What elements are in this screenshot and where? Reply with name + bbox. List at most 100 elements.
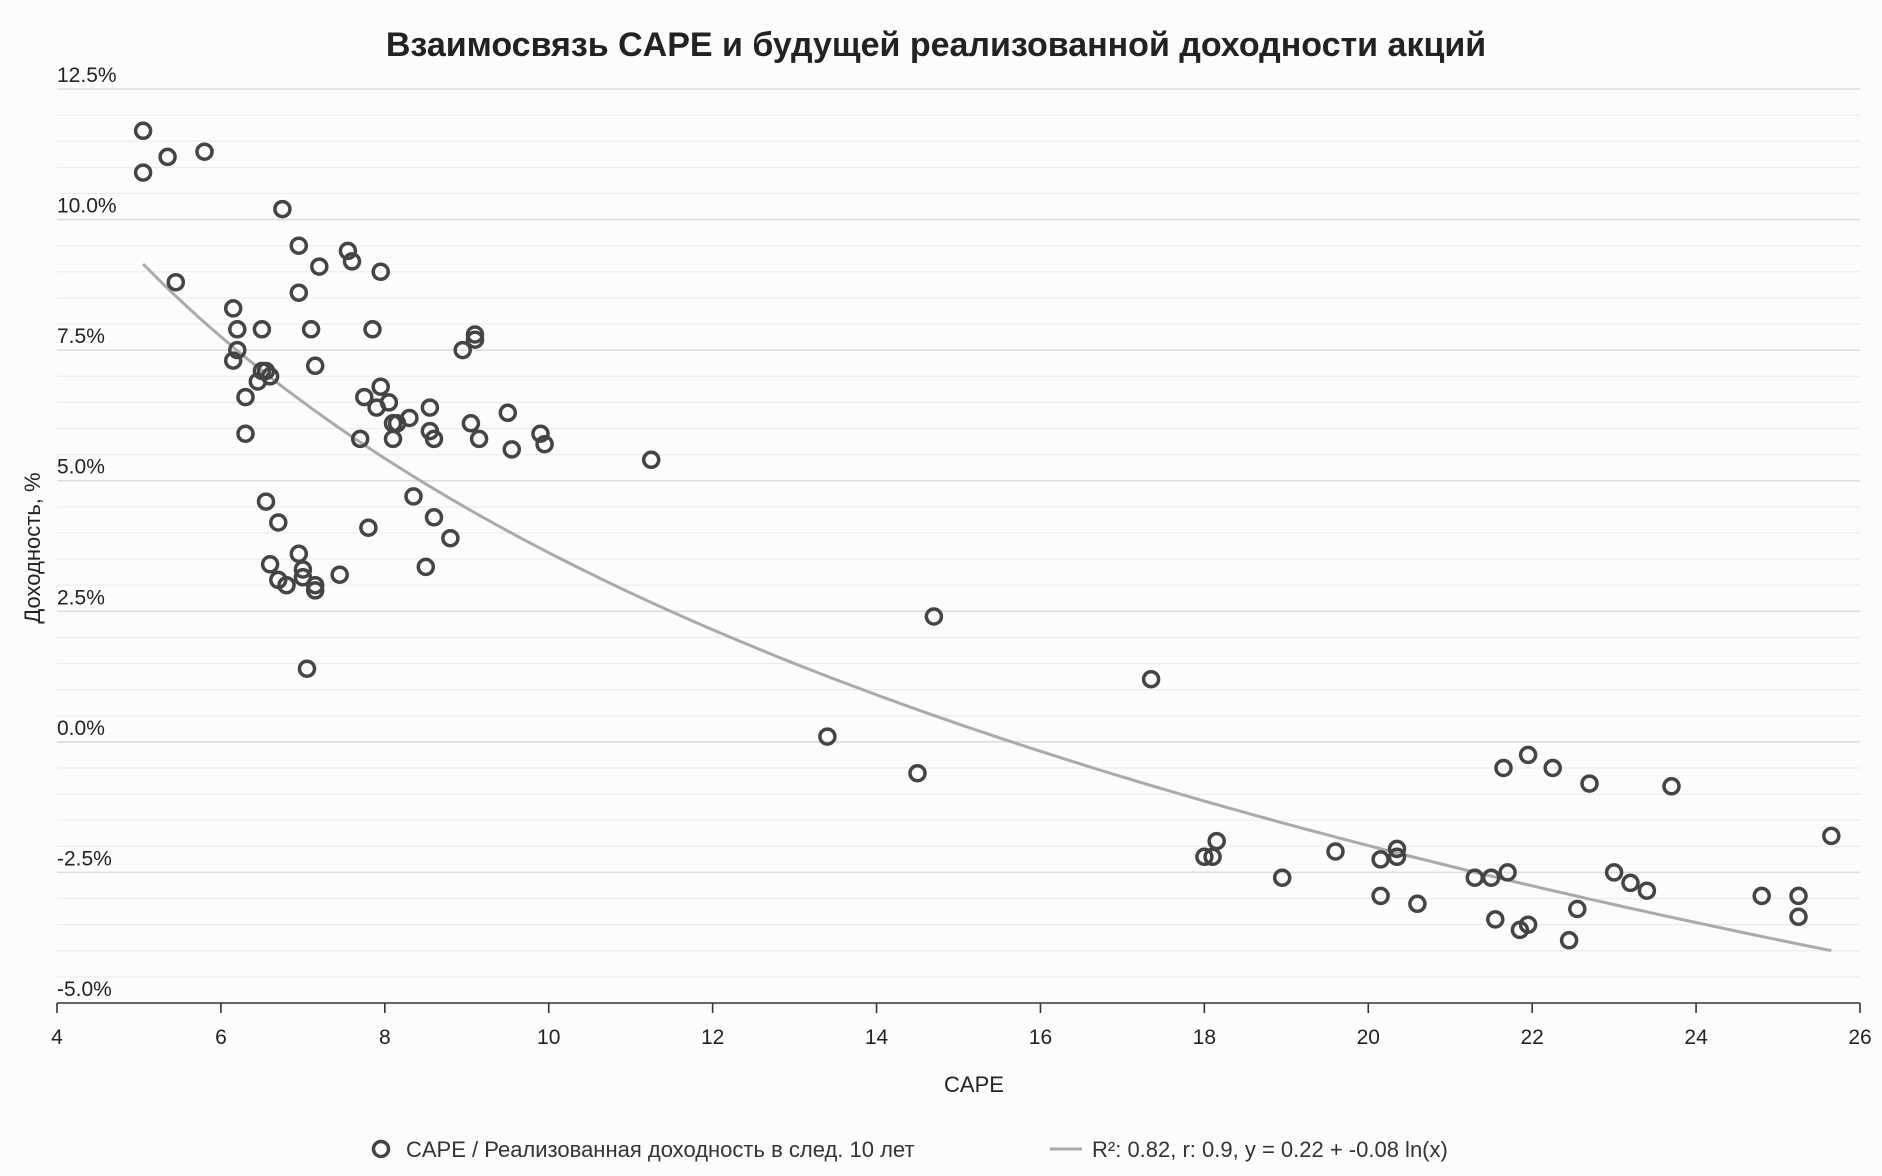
data-point (424, 508, 444, 527)
data-point (1518, 915, 1538, 934)
data-point (1494, 758, 1513, 778)
data-point (1621, 873, 1640, 893)
legend-marker-points (371, 1139, 391, 1159)
y-tick-label: 10.0% (57, 195, 117, 218)
x-tick-label: 12 (701, 1026, 724, 1049)
data-point (379, 393, 399, 412)
data-point (1604, 863, 1624, 882)
data-point (1498, 863, 1517, 882)
data-point (228, 320, 247, 339)
y-tick-label: -2.5% (57, 847, 112, 870)
data-point (1371, 850, 1390, 869)
data-point (1637, 881, 1657, 900)
data-point (1387, 847, 1407, 867)
data-point (1822, 826, 1841, 846)
data-point (1272, 868, 1292, 887)
data-point (256, 492, 276, 511)
data-point (1543, 758, 1562, 778)
data-point (371, 377, 390, 396)
data-point (301, 320, 321, 339)
x-tick-label: 4 (51, 1026, 63, 1049)
data-point (502, 440, 522, 459)
data-point (1326, 842, 1345, 861)
data-point (1141, 669, 1161, 689)
trend-line-group (142, 262, 1832, 953)
data-point (236, 424, 255, 443)
data-point (1752, 886, 1771, 906)
chart-title: Взаимосвязь CAPE и будущей реализованной… (386, 26, 1486, 64)
y-tick-label: 7.5% (57, 325, 105, 348)
data-point (293, 560, 313, 579)
data-point (461, 414, 481, 433)
data-point (1371, 886, 1390, 906)
y-tick-label: 0.0% (57, 717, 105, 740)
data-point (1789, 886, 1808, 906)
y-tick-label: 5.0% (57, 456, 105, 479)
data-point (305, 356, 325, 376)
data-point (1580, 774, 1599, 793)
data-point (404, 487, 423, 506)
x-tick-label: 20 (1357, 1026, 1380, 1049)
data-point (1662, 777, 1681, 796)
data-point (252, 320, 272, 339)
data-point (195, 142, 214, 161)
data-point (310, 257, 329, 276)
data-point (531, 424, 550, 443)
data-point (289, 236, 309, 255)
legend-label-trend: R²: 0.82, r: 0.9, y = 0.22 + -0.08 ln(x) (1092, 1137, 1448, 1162)
y-tick-label: 12.5% (57, 64, 117, 87)
data-point (924, 607, 944, 626)
data-point (1568, 899, 1587, 919)
data-point (277, 575, 296, 595)
data-point (330, 565, 349, 584)
x-tick-label: 22 (1521, 1026, 1544, 1049)
grid-lines (57, 88, 1860, 978)
data-point (355, 387, 374, 407)
data-point (465, 325, 485, 344)
data-point (416, 557, 436, 577)
y-tick-label: -5.0% (57, 978, 112, 1001)
y-axis-label: Доходность, % (20, 472, 45, 623)
data-point (260, 367, 280, 386)
data-point (223, 351, 243, 370)
x-tick-label: 14 (865, 1026, 889, 1049)
data-point (158, 147, 177, 167)
x-tick-label: 26 (1848, 1026, 1871, 1049)
y-axis-ticks: 12.5% 10.0% 7.5% 5.0% 2.5% 0.0% -2.5% -5.0% (57, 64, 117, 1001)
data-point (1207, 831, 1226, 851)
data-point (371, 262, 390, 282)
data-point (1387, 839, 1407, 859)
data-point (133, 121, 153, 141)
data-point (1559, 931, 1579, 950)
data-point (342, 252, 362, 271)
trend-line (142, 262, 1832, 953)
data-point (273, 199, 292, 219)
data-point (289, 283, 309, 302)
data-point (1789, 907, 1808, 927)
data-point (1518, 745, 1538, 765)
data-point (297, 659, 317, 678)
x-tick-label: 10 (537, 1026, 560, 1049)
legend: CAPE / Реализованная доходность в след. … (371, 1137, 1448, 1162)
x-axis: 4 6 8 10 12 14 16 18 20 22 24 26 (51, 1002, 1872, 1049)
data-point (469, 429, 489, 449)
data-point (338, 241, 358, 261)
data-point (441, 528, 460, 548)
y-tick-label: 2.5% (57, 586, 105, 609)
x-tick-label: 24 (1684, 1026, 1708, 1049)
data-point (166, 272, 186, 292)
data-point (1195, 847, 1214, 867)
data-point (269, 513, 288, 532)
data-point (641, 450, 661, 470)
data-point (260, 555, 280, 574)
legend-label-points: CAPE / Реализованная доходность в след. … (406, 1137, 915, 1162)
data-point (818, 727, 837, 746)
data-point (400, 408, 419, 428)
data-point (305, 581, 325, 600)
data-point (228, 340, 247, 360)
x-tick-label: 18 (1193, 1026, 1216, 1049)
data-point (223, 299, 243, 318)
data-point (453, 340, 472, 360)
data-point (363, 320, 382, 339)
